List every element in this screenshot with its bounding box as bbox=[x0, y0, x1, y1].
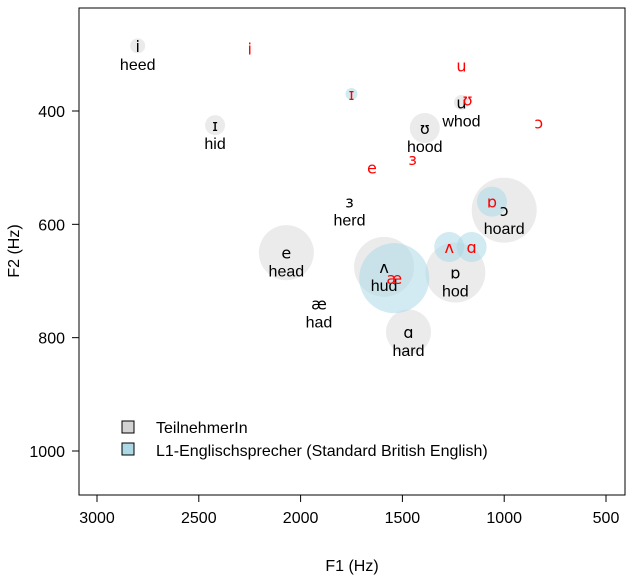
legend-label-l1: L1-Englischsprecher (Standard British En… bbox=[156, 443, 488, 460]
l1-bubble bbox=[456, 232, 487, 262]
participant-vowel-word: hoard bbox=[484, 221, 525, 238]
participant-vowel-word: herd bbox=[333, 213, 365, 230]
l1-vowel-symbol: ɔ bbox=[534, 113, 543, 132]
x-tick-label: 2000 bbox=[283, 510, 319, 527]
participant-bubble bbox=[258, 225, 314, 281]
participant-bubble bbox=[130, 38, 146, 54]
y-tick-label: 600 bbox=[38, 217, 65, 234]
participant-vowel-word: whod bbox=[441, 114, 480, 131]
l1-bubble bbox=[359, 243, 430, 314]
l1-vowel-symbol: æ bbox=[386, 269, 402, 288]
legend: TeilnehmerIn L1-Englischsprecher (Standa… bbox=[121, 420, 488, 460]
x-tick-label: 1000 bbox=[486, 510, 522, 527]
participant-vowel-word: hud bbox=[371, 278, 398, 295]
participant-bubble bbox=[386, 309, 432, 355]
l1-vowel-symbol: ɑ bbox=[467, 238, 477, 257]
l1-vowel-symbol: u bbox=[456, 57, 466, 76]
l1-vowel-symbol: i bbox=[247, 40, 251, 59]
participant-vowel-symbol: u bbox=[456, 94, 466, 113]
l1-bubbles bbox=[345, 88, 507, 314]
participant-vowel-symbol: ɜ bbox=[345, 193, 354, 212]
participant-bubble bbox=[453, 95, 469, 110]
l1-vowel-symbol: ʊ bbox=[463, 91, 473, 110]
participant-vowel-word: hood bbox=[407, 139, 443, 156]
participant-vowel-word: had bbox=[306, 315, 333, 332]
participant-bubble bbox=[205, 115, 226, 136]
participant-vowel-symbol: ʊ bbox=[420, 119, 430, 138]
plot-frame bbox=[78, 7, 626, 496]
participant-vowel-word: hard bbox=[392, 343, 424, 360]
l1-labels: iuɪ ʊɔe ɜɒʌ ɑæ bbox=[247, 40, 543, 288]
x-tick-label: 2500 bbox=[181, 510, 217, 527]
l1-bubble bbox=[476, 186, 507, 217]
participant-vowel-word: hid bbox=[204, 136, 225, 153]
legend-swatch-participant bbox=[121, 420, 135, 434]
participant-vowel-symbol: æ bbox=[311, 295, 327, 314]
x-axis-title: F1 (Hz) bbox=[325, 558, 378, 575]
participant-bubbles bbox=[130, 38, 537, 355]
x-tick-label: 3000 bbox=[79, 510, 115, 527]
x-tick-label: 500 bbox=[593, 510, 620, 527]
x-tick-label: 1500 bbox=[385, 510, 421, 527]
axes: 3000 2500 2000 1500 1000 500 400 600 800 1000 bbox=[29, 104, 619, 527]
participant-vowel-symbol: i bbox=[135, 37, 139, 56]
participant-vowel-symbol: ɒ bbox=[450, 264, 460, 283]
y-tick-label: 400 bbox=[38, 104, 65, 121]
y-tick-label: 800 bbox=[38, 331, 65, 348]
l1-vowel-symbol: e bbox=[367, 159, 377, 178]
participant-vowel-word: heed bbox=[120, 57, 156, 74]
l1-vowel-symbol: ɒ bbox=[487, 193, 497, 212]
participant-vowel-symbol: ɪ bbox=[212, 116, 218, 135]
participant-vowel-word: head bbox=[269, 264, 305, 281]
y-tick-label: 1000 bbox=[29, 444, 65, 461]
l1-bubble bbox=[345, 88, 358, 100]
l1-vowel-symbol: ɜ bbox=[408, 150, 417, 169]
l1-vowel-symbol: ɪ bbox=[349, 85, 355, 104]
y-axis-title: F2 (Hz) bbox=[6, 224, 23, 277]
participant-vowel-symbol: ʌ bbox=[379, 258, 388, 277]
legend-label-participant: TeilnehmerIn bbox=[156, 420, 248, 437]
participant-vowel-symbol: e bbox=[281, 244, 291, 263]
l1-vowel-symbol: ʌ bbox=[444, 238, 453, 257]
l1-bubble bbox=[434, 232, 465, 262]
participant-bubble bbox=[409, 113, 440, 143]
participant-vowel-symbol: ɔ bbox=[500, 201, 509, 220]
legend-swatch-l1 bbox=[121, 442, 135, 456]
participant-vowel-word: hod bbox=[442, 284, 469, 301]
participant-vowel-symbol: ɑ bbox=[403, 323, 413, 342]
